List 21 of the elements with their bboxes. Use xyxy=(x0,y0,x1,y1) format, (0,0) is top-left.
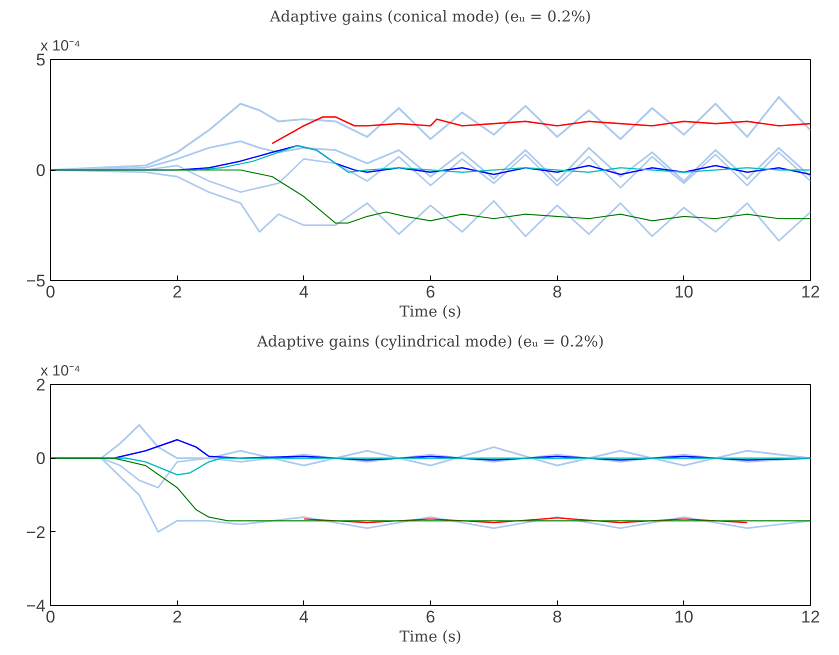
x-axis-title: Time (s) xyxy=(399,628,462,646)
x-tick-label: 6 xyxy=(426,282,436,302)
x-tick-label: 10 xyxy=(674,282,694,302)
x-tick-label: 8 xyxy=(552,608,562,626)
x-tick-label: 2 xyxy=(172,608,182,626)
x-tick-label: 10 xyxy=(674,608,694,626)
x-tick-label: 4 xyxy=(299,608,309,626)
x-tick-label: 8 xyxy=(552,282,562,302)
x-tick-label: 6 xyxy=(426,608,436,626)
chart-title: Adaptive gains (conical mode) (eᵤ = 0.2%) xyxy=(268,8,592,26)
x-tick-label: 12 xyxy=(801,282,820,302)
x-tick-label: 12 xyxy=(801,608,820,626)
y-tick-label: 0 xyxy=(36,161,46,180)
y-tick-label: 0 xyxy=(36,449,46,468)
chart-title: Adaptive gains (cylindrical mode) (eᵤ = 0.2%) xyxy=(256,332,604,350)
y-tick-label: −4 xyxy=(26,596,46,616)
y-tick-label: −2 xyxy=(26,522,46,542)
x-axis-title: Time (s) xyxy=(399,302,462,320)
x-tick-label: 2 xyxy=(172,282,182,302)
y-tick-label: −5 xyxy=(26,272,46,290)
x-tick-label: 4 xyxy=(299,282,309,302)
